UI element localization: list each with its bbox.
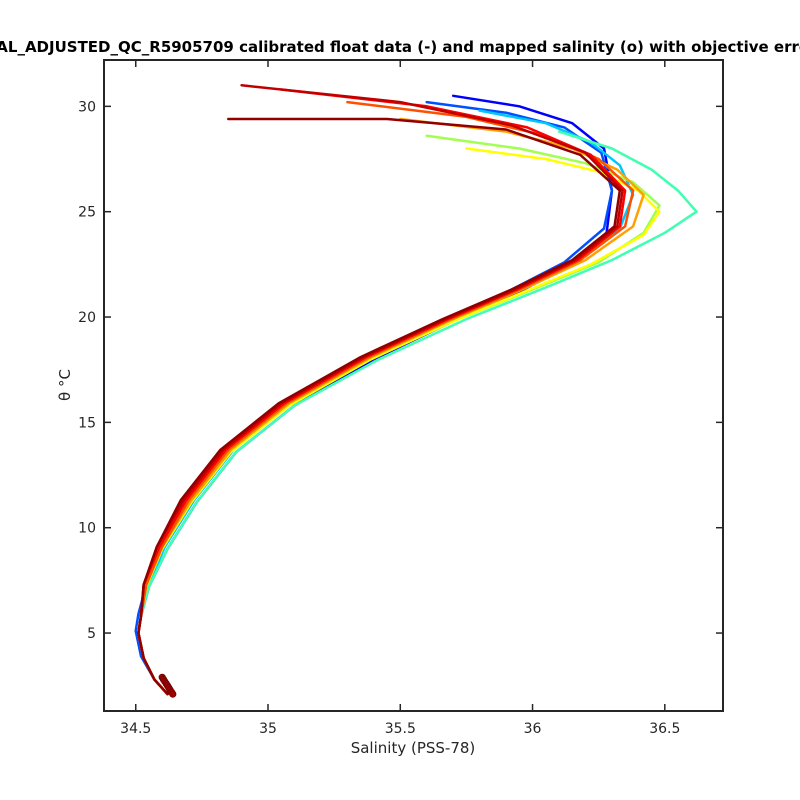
x-tick-label: 36: [524, 721, 542, 737]
x-tick-label: 35: [259, 721, 277, 737]
x-tick-label: 36.5: [649, 721, 680, 737]
y-axis-ticks: 5 10 15 20 25 30: [78, 99, 723, 642]
x-axis-label: Salinity (PSS-78): [351, 739, 476, 757]
plot-frame: [103, 59, 724, 712]
y-tick-label: 25: [78, 205, 96, 221]
chart-title: PSAL_ADJUSTED_QC_R5905709 calibrated flo…: [0, 38, 800, 56]
y-tick-label: 10: [78, 521, 96, 537]
y-tick-label: 20: [78, 310, 96, 326]
y-tick-label: 15: [78, 415, 96, 431]
y-tick-label: 30: [78, 99, 96, 115]
x-axis-ticks: 34.5 35 35.5 36 36.5: [120, 60, 680, 737]
x-tick-label: 35.5: [385, 721, 416, 737]
series-line-10: [137, 117, 622, 696]
y-axis-label: θ °C: [56, 369, 74, 401]
y-tick-label: 5: [87, 626, 96, 642]
mapped-points-layer: [158, 673, 177, 698]
mapped-point-8: [169, 690, 177, 698]
x-tick-label: 34.5: [120, 721, 151, 737]
plot-area: [104, 60, 723, 711]
series-layer: [134, 84, 698, 696]
